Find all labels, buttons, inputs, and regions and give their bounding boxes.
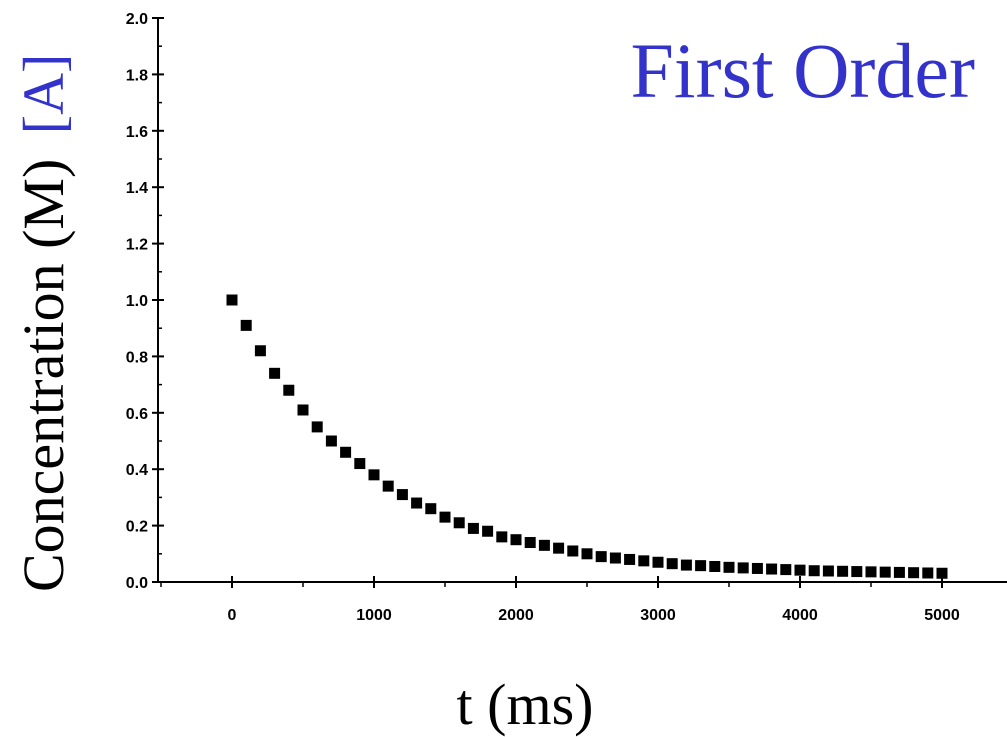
y-axis-label-species: [A] <box>11 54 76 135</box>
data-point <box>595 551 607 563</box>
data-point <box>879 566 891 578</box>
data-point <box>283 384 295 396</box>
data-point <box>794 564 806 576</box>
data-point <box>766 563 778 575</box>
data-point <box>822 565 834 577</box>
y-tick-label: 0.4 <box>126 462 148 479</box>
data-point <box>680 559 692 571</box>
chart-title: First Order <box>631 27 975 114</box>
x-tick-label: 4000 <box>782 607 818 624</box>
y-tick-label: 0.6 <box>126 406 148 423</box>
y-tick-label: 1.0 <box>126 293 148 310</box>
data-point <box>269 367 281 379</box>
y-axis-label-main: Concentration (M) <box>11 159 76 592</box>
data-point <box>311 421 323 433</box>
data-points <box>226 294 948 579</box>
data-point <box>609 552 621 564</box>
data-point <box>297 404 309 416</box>
x-axis-label: t (ms) <box>457 672 594 737</box>
y-tick-label: 1.2 <box>126 237 148 254</box>
x-ticks: 0 1000 2000 3000 4000 5000 <box>160 576 960 624</box>
y-tick-label: 2.0 <box>126 11 148 28</box>
data-point <box>652 556 664 568</box>
data-point <box>567 545 579 557</box>
data-point <box>695 560 707 572</box>
data-point <box>837 565 849 577</box>
data-point <box>808 565 820 577</box>
data-point <box>780 564 792 576</box>
x-tick-label: 2000 <box>498 607 534 624</box>
data-point <box>936 567 948 579</box>
data-point <box>226 294 238 306</box>
data-point <box>709 560 721 572</box>
y-axis-label: Concentration (M) [A] <box>11 54 76 592</box>
data-point <box>496 531 508 543</box>
data-point <box>751 562 763 574</box>
data-point <box>524 537 536 549</box>
x-tick-label: 3000 <box>640 607 676 624</box>
y-tick-label: 1.4 <box>126 180 148 197</box>
data-point <box>482 525 494 537</box>
data-point <box>325 435 337 447</box>
data-point <box>723 561 735 573</box>
data-point <box>893 566 905 578</box>
data-point <box>368 469 380 481</box>
data-point <box>538 539 550 551</box>
y-tick-label: 1.6 <box>126 124 148 141</box>
y-tick-label: 0.0 <box>126 575 148 592</box>
y-tick-label: 0.2 <box>126 519 148 536</box>
data-point <box>581 548 593 560</box>
data-point <box>922 567 934 579</box>
data-point <box>638 555 650 567</box>
data-point <box>624 553 636 565</box>
data-point <box>737 562 749 574</box>
data-point <box>510 534 522 546</box>
x-tick-label: 5000 <box>924 607 960 624</box>
data-point <box>453 517 465 529</box>
data-point <box>425 503 437 515</box>
data-point <box>396 489 408 501</box>
data-point <box>354 458 366 470</box>
data-point <box>851 566 863 578</box>
data-point <box>240 319 252 331</box>
data-point <box>553 542 565 554</box>
data-point <box>666 558 678 570</box>
y-tick-label: 1.8 <box>126 67 148 84</box>
data-point <box>908 567 920 579</box>
data-point <box>439 511 451 523</box>
x-tick-label: 1000 <box>356 607 392 624</box>
y-tick-label: 0.8 <box>126 349 148 366</box>
data-point <box>382 480 394 492</box>
data-point <box>254 345 266 357</box>
x-tick-label: 0 <box>228 607 237 624</box>
data-point <box>865 566 877 578</box>
data-point <box>467 522 479 534</box>
y-ticks: 0.0 0.2 0.4 0.6 0.8 1.0 1.2 1.4 1.6 1.8 2.0 <box>126 11 164 592</box>
data-point <box>411 497 423 509</box>
data-point <box>340 446 352 458</box>
